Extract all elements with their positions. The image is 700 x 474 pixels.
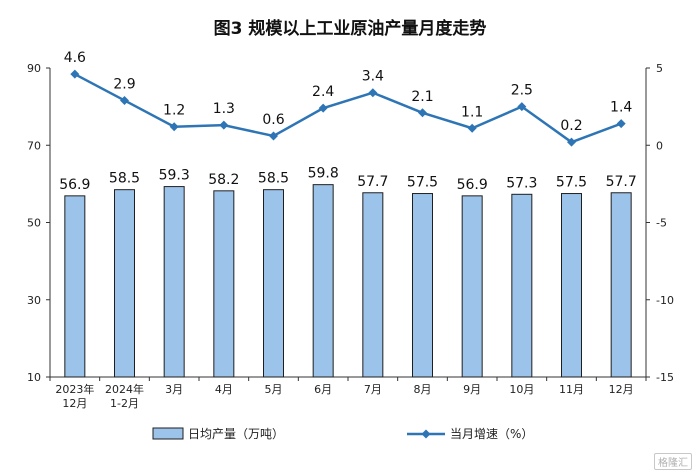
growth-value-label: 0.6 (262, 112, 284, 128)
x-tick-label: 9月 (463, 383, 481, 396)
growth-marker (368, 88, 378, 98)
watermark-logo: 格隆汇 (654, 453, 692, 470)
growth-marker (318, 103, 328, 113)
growth-value-label: 1.3 (213, 101, 235, 117)
legend-line-marker (421, 429, 431, 439)
bar-value-label: 56.9 (59, 177, 90, 193)
bar-value-label: 59.8 (308, 166, 339, 182)
bar (64, 195, 86, 378)
y-left-tick-label: 90 (27, 62, 41, 75)
x-tick-label: 5月 (265, 383, 283, 396)
legend-bar-label: 日均产量（万吨） (188, 427, 284, 441)
y-left-tick-label: 10 (27, 371, 41, 384)
legend-bar-swatch (152, 427, 184, 440)
growth-value-label: 2.4 (312, 84, 334, 100)
chart-title: 图3 规模以上工业原油产量月度走势 (213, 19, 487, 39)
bar-value-label: 58.5 (109, 171, 140, 187)
x-tick-label: 3月 (165, 383, 183, 396)
x-tick-label: 12月 (609, 383, 634, 396)
x-tick-label: 10月 (509, 383, 534, 396)
bar (511, 193, 533, 378)
x-tick-label: 2024年 (105, 382, 144, 396)
bar (362, 192, 384, 378)
bar-value-label: 56.9 (457, 177, 488, 193)
x-tick-label: 6月 (314, 383, 332, 396)
bar (213, 190, 235, 378)
y-left-tick-label: 70 (27, 139, 41, 152)
x-tick-label: 11月 (559, 383, 584, 396)
growth-marker (120, 95, 129, 105)
bar (561, 193, 582, 378)
x-tick-label: 12月 (62, 397, 87, 410)
growth-marker (418, 108, 427, 118)
bar-value-label: 57.5 (556, 175, 587, 191)
x-tick-label: 8月 (414, 383, 432, 396)
growth-value-label: 0.2 (560, 118, 582, 134)
growth-marker (269, 131, 278, 141)
bar-value-label: 58.2 (208, 172, 239, 188)
bar (114, 189, 135, 378)
growth-marker (219, 120, 229, 130)
x-tick-label: 1-2月 (110, 397, 139, 410)
x-tick-label: 7月 (364, 383, 382, 396)
growth-marker (169, 122, 179, 132)
bar (163, 186, 185, 378)
y-right-tick-label: -15 (656, 371, 674, 384)
growth-value-label: 1.4 (610, 100, 632, 116)
growth-value-label: 2.1 (411, 89, 433, 105)
x-tick-label: 2023年 (55, 382, 94, 396)
y-left-tick-label: 50 (27, 217, 41, 230)
bar-value-label: 57.7 (606, 174, 637, 190)
growth-line (74, 73, 622, 144)
bar (263, 189, 284, 378)
growth-value-label: 1.1 (461, 104, 483, 120)
y-right-tick-label: 0 (656, 139, 663, 152)
y-right-tick-label: -5 (656, 217, 667, 230)
growth-value-label: 4.6 (64, 50, 86, 66)
bar-value-label: 59.3 (159, 168, 190, 184)
growth-value-label: 1.2 (163, 103, 185, 119)
legend-line-label: 当月增速（%） (450, 427, 533, 441)
bar-value-label: 57.3 (506, 175, 537, 191)
bar (461, 195, 483, 378)
growth-marker (567, 137, 576, 147)
growth-marker (70, 69, 80, 79)
bar-value-label: 57.5 (407, 175, 438, 191)
growth-marker (616, 119, 626, 129)
growth-marker (467, 123, 477, 133)
y-right-tick-label: 5 (656, 62, 663, 75)
bar-value-label: 57.7 (357, 174, 388, 190)
growth-value-label: 2.9 (113, 76, 135, 92)
bar (610, 192, 632, 378)
growth-value-label: 3.4 (362, 69, 384, 85)
y-left-tick-label: 30 (27, 294, 41, 307)
growth-value-label: 2.5 (511, 83, 533, 99)
x-tick-label: 4月 (215, 383, 233, 396)
growth-marker (517, 102, 527, 112)
bar (412, 193, 433, 378)
bar-value-label: 58.5 (258, 171, 289, 187)
y-right-tick-label: -10 (656, 294, 674, 307)
bar (312, 184, 334, 378)
